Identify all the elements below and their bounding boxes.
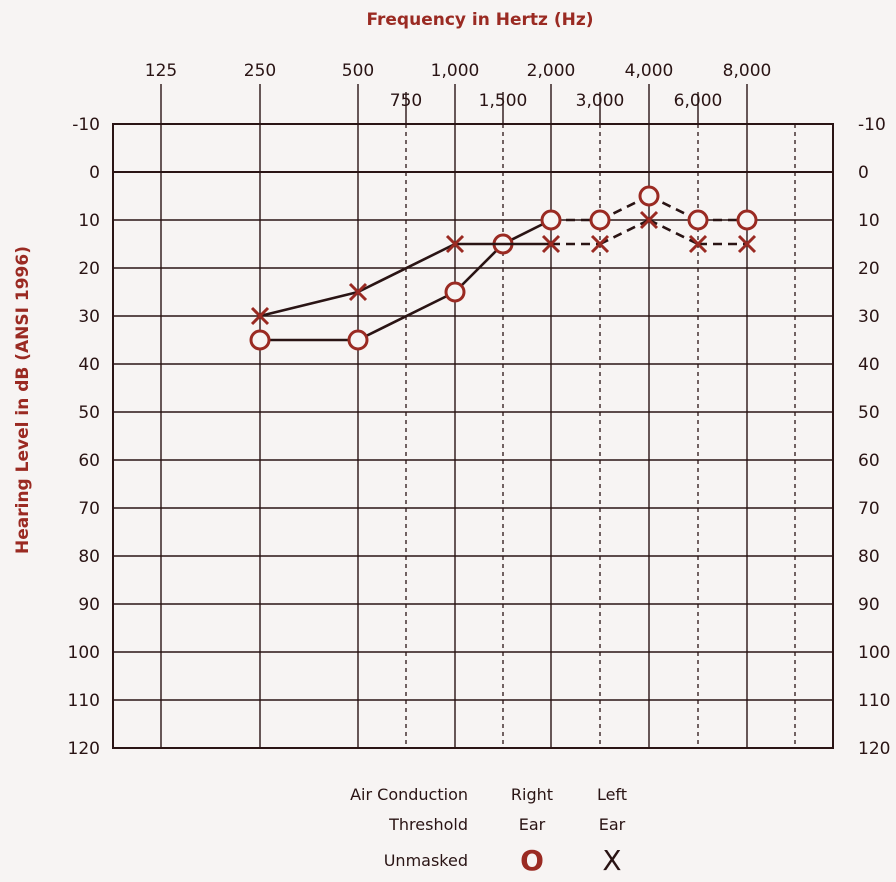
x-tick-label: 500 <box>342 61 374 81</box>
legend-left-ear-symbol: X <box>602 844 621 877</box>
y-tick-label-right: 80 <box>858 547 880 567</box>
y-axis-label: Hearing Level in dB (ANSI 1996) <box>13 246 33 554</box>
right-ear-marker <box>638 185 660 207</box>
right-ear-marker <box>249 329 271 351</box>
right-ear-segment <box>454 243 504 293</box>
legend-threshold: Threshold <box>388 815 468 834</box>
right-ear-marker <box>347 329 369 351</box>
left-ear-marker-stroke <box>639 210 659 230</box>
left-ear-marker-stroke <box>590 234 610 254</box>
y-tick-label-right: 0 <box>858 163 869 183</box>
x-tick-label: 250 <box>244 61 276 81</box>
legend-unmasked: Unmasked <box>384 851 468 870</box>
legend-left-header-ear: Ear <box>599 815 626 834</box>
legend-left-header: Left <box>597 785 627 804</box>
left-ear-marker <box>348 282 368 302</box>
x-tick-label: 2,000 <box>527 61 576 81</box>
y-tick-label-left: 100 <box>68 643 100 663</box>
left-ear-marker <box>590 234 610 254</box>
y-tick-label-right: 70 <box>858 499 880 519</box>
left-ear-marker-stroke <box>348 282 368 302</box>
legend: Air Conduction Threshold Unmasked Right … <box>350 785 627 877</box>
right-ear-marker <box>736 209 758 231</box>
y-tick-label-left: 110 <box>68 691 100 711</box>
y-tick-label-right: 20 <box>858 259 880 279</box>
left-ear-segment <box>357 242 456 294</box>
left-ear-marker-stroke <box>250 306 270 326</box>
legend-air-conduction: Air Conduction <box>350 785 468 804</box>
y-tick-label-right: -10 <box>858 115 886 135</box>
y-axis-ticks: -10 -10 0 0 10 10 20 20 30 30 40 40 50 50 60 60 70 70 80 80… <box>68 115 891 759</box>
y-tick-label-right: 100 <box>858 643 890 663</box>
y-tick-label-left: 90 <box>78 595 100 615</box>
x-tick-label: 4,000 <box>625 61 674 81</box>
chart-title: Frequency in Hertz (Hz) <box>366 10 593 30</box>
y-tick-label-left: 80 <box>78 547 100 567</box>
left-ear-marker <box>737 234 757 254</box>
left-ear-segment <box>648 218 699 246</box>
left-ear-segment <box>259 290 359 318</box>
y-tick-label-right: 10 <box>858 211 880 231</box>
left-ear-marker-stroke <box>737 234 757 254</box>
right-ear-segment <box>357 290 456 342</box>
y-tick-label-right: 110 <box>858 691 890 711</box>
x-tick-label: 125 <box>145 61 177 81</box>
y-tick-label-right: 60 <box>858 451 880 471</box>
x-tick-label: 8,000 <box>723 61 772 81</box>
right-ear-marker <box>687 209 709 231</box>
series-layer <box>249 185 758 351</box>
legend-right-ear-symbol: O <box>520 844 544 877</box>
x-tick-label: 1,000 <box>431 61 480 81</box>
y-tick-label-right: 50 <box>858 403 880 423</box>
grid <box>112 123 834 749</box>
y-tick-label-left: -10 <box>72 115 100 135</box>
right-ear-marker <box>589 209 611 231</box>
left-ear-marker <box>688 234 708 254</box>
left-ear-marker-stroke <box>445 234 465 254</box>
right-ear-marker <box>444 281 466 303</box>
left-ear-segment <box>599 218 650 246</box>
y-tick-label-right: 90 <box>858 595 880 615</box>
plot-frame <box>112 123 834 749</box>
legend-right-header: Right <box>511 785 553 804</box>
y-tick-label-right: 40 <box>858 355 880 375</box>
left-ear-marker <box>541 234 561 254</box>
y-tick-label-right: 30 <box>858 307 880 327</box>
left-ear-marker <box>250 306 270 326</box>
y-tick-label-left: 10 <box>78 211 100 231</box>
left-ear-marker <box>445 234 465 254</box>
y-tick-label-right: 120 <box>858 739 890 759</box>
y-tick-label-left: 50 <box>78 403 100 423</box>
right-ear-marker <box>540 209 562 231</box>
left-ear-marker-stroke <box>541 234 561 254</box>
y-tick-label-left: 60 <box>78 451 100 471</box>
y-tick-label-left: 120 <box>68 739 100 759</box>
left-ear-marker <box>639 210 659 230</box>
y-tick-label-left: 40 <box>78 355 100 375</box>
y-tick-label-left: 20 <box>78 259 100 279</box>
y-tick-label-left: 0 <box>89 163 100 183</box>
legend-right-header-ear: Ear <box>519 815 546 834</box>
y-tick-label-left: 70 <box>78 499 100 519</box>
left-ear-marker-stroke <box>688 234 708 254</box>
y-tick-label-left: 30 <box>78 307 100 327</box>
